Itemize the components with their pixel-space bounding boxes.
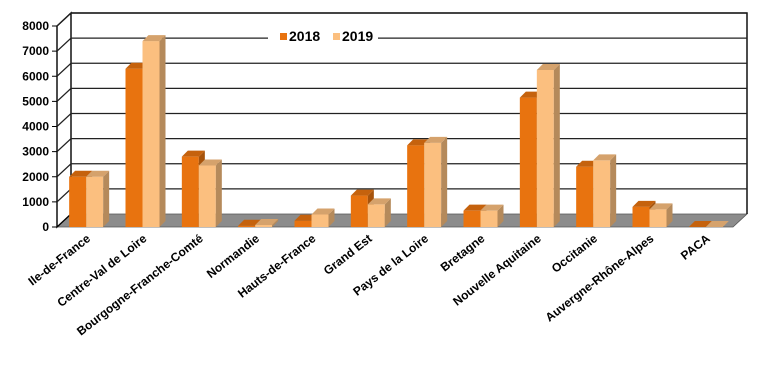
bar-front — [142, 41, 160, 228]
bar-front — [463, 210, 481, 227]
bar-2018 — [688, 221, 712, 227]
bar-top — [181, 150, 205, 157]
legend-label: 2018 — [289, 28, 320, 44]
y-tick-label: 6000 — [22, 69, 49, 83]
bar-front — [367, 204, 385, 227]
bar-front — [649, 209, 667, 227]
bar-top — [705, 221, 729, 227]
bar-2019 — [649, 203, 673, 227]
bar-side — [328, 208, 335, 227]
bar-2019 — [255, 218, 279, 227]
y-tick-label: 5000 — [22, 94, 49, 108]
bar-front — [593, 160, 611, 227]
bar-top — [536, 63, 560, 70]
bar-front — [424, 142, 442, 227]
legend-swatch — [280, 33, 287, 40]
bar-side — [553, 63, 560, 227]
x-tick-label: Normandie — [204, 231, 262, 281]
y-tick-label: 2000 — [22, 170, 49, 184]
bar-top — [86, 170, 110, 177]
bar-front — [125, 68, 143, 228]
y-tick-label: 4000 — [22, 120, 49, 134]
x-tick-label: Auvergne-Rhône-Alpes — [543, 231, 657, 324]
bar-front — [69, 176, 87, 227]
bar-side — [497, 204, 504, 227]
x-tick-label: Grand Est — [321, 231, 375, 277]
y-tick-label: 3000 — [22, 145, 49, 159]
bar-top — [480, 204, 504, 211]
gridline — [56, 12, 747, 27]
bar-top — [142, 35, 166, 42]
legend-box — [268, 28, 378, 48]
bar-front — [181, 156, 199, 227]
bar-2019 — [142, 35, 166, 228]
bar-side — [441, 136, 448, 227]
bar-2019 — [424, 136, 448, 227]
bar-side — [159, 35, 166, 228]
gridline — [56, 62, 747, 77]
y-tick-label: 0 — [42, 220, 49, 234]
legend: 2018 2019 — [268, 28, 378, 48]
bar-side — [384, 198, 391, 227]
gridline — [56, 87, 747, 102]
bar-top — [367, 198, 391, 205]
bar-top — [649, 203, 673, 210]
bar-front — [311, 214, 329, 227]
bar-front — [198, 165, 216, 227]
y-tick-label: 7000 — [22, 44, 49, 58]
bar-front — [238, 225, 256, 227]
bar-2019 — [705, 221, 729, 227]
bar-side — [215, 159, 222, 227]
bar-front — [86, 176, 104, 227]
bars — [69, 35, 729, 228]
bar-top — [593, 154, 617, 161]
legend-swatch — [333, 33, 340, 40]
bar-2019 — [536, 63, 560, 227]
bar-2019 — [367, 198, 391, 227]
bar-top — [69, 170, 93, 177]
bar-2019 — [480, 204, 504, 227]
bar-2019 — [86, 170, 110, 227]
bar-top — [350, 189, 374, 196]
bar-top — [238, 219, 262, 226]
bar-top — [688, 221, 712, 227]
x-tick-label: PACA — [678, 231, 713, 263]
x-tick-label: Bretagne — [438, 231, 488, 274]
bar-front — [480, 210, 498, 227]
y-axis-ticks: 0 1000 2000 3000 4000 5000 6000 7000 8000 — [22, 19, 57, 234]
bar-front — [632, 206, 650, 227]
bar-side — [666, 203, 673, 227]
bar-top — [424, 136, 448, 143]
bar-top — [198, 159, 222, 166]
bar-top — [255, 218, 279, 225]
y-tick-label: 8000 — [22, 19, 49, 33]
bar-2019 — [198, 159, 222, 227]
bar-front — [576, 166, 594, 227]
bar-top — [463, 204, 487, 211]
bar-front — [536, 69, 554, 227]
bar-2019 — [593, 154, 617, 227]
bar-top — [311, 208, 335, 215]
bar-2019 — [311, 208, 335, 227]
y-tick-label: 1000 — [22, 195, 49, 209]
gridline — [56, 37, 747, 52]
bar-front — [407, 145, 425, 227]
bar-front — [255, 224, 273, 227]
bar-top — [632, 200, 656, 207]
bar-side — [272, 218, 279, 227]
bar-side — [103, 170, 110, 227]
x-tick-label: Occitanie — [549, 231, 600, 275]
legend-label: 2019 — [342, 28, 373, 44]
bar-front — [519, 97, 537, 227]
bar-front — [350, 195, 368, 227]
bar-side — [610, 154, 617, 227]
bar-front — [294, 220, 312, 227]
